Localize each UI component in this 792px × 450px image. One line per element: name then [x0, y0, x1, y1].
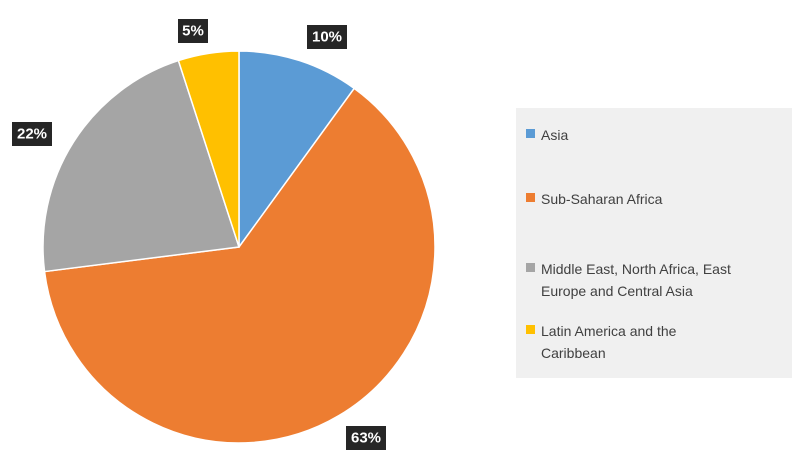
pie-slice-sub-saharan-africa [43, 87, 436, 444]
legend-item-latin-america: Latin America and the Caribbean [526, 320, 741, 364]
legend-label-latin-america: Latin America and the Caribbean [541, 323, 677, 361]
pie-slice-latin-america-and-the-caribbean [177, 50, 240, 248]
data-label-text-latin-america-and-the-caribbean: 5% [182, 23, 204, 40]
legend-swatch-sub-saharan-africa [526, 193, 535, 202]
pie-slice-asia [238, 50, 356, 250]
pie-chart: 10% 63% 22% 5% [12, 19, 436, 450]
pie-slices [42, 50, 436, 444]
data-label-box-latin-america-and-the-caribbean [178, 19, 208, 43]
legend-swatch-middle-east [526, 263, 535, 272]
data-label-text-middle-east-north-africa-east-europe-and-central-asia: 22% [17, 126, 47, 143]
data-label-text-sub-saharan-africa: 63% [351, 430, 381, 447]
data-label-asia: 10% [307, 25, 347, 49]
legend-item-asia: Asia [526, 124, 781, 146]
legend-label-middle-east: Middle East, North Africa, East Europe a… [541, 261, 731, 299]
legend-item-middle-east: Middle East, North Africa, East Europe a… [526, 258, 771, 302]
data-label-text-asia: 10% [312, 29, 342, 46]
data-label-box-sub-saharan-africa [346, 426, 386, 450]
data-label-middle-east-north-africa-east-europe-and-central-asia: 22% [12, 122, 52, 146]
legend-label-asia: Asia [541, 127, 569, 143]
legend-swatch-latin-america [526, 325, 535, 334]
data-label-box-middle-east-north-africa-east-europe-and-central-asia [12, 122, 52, 146]
data-label-latin-america-and-the-caribbean: 5% [178, 19, 208, 43]
data-label-sub-saharan-africa: 63% [346, 426, 386, 450]
legend-swatch-asia [526, 129, 535, 138]
legend-item-sub-saharan-africa: Sub-Saharan Africa [526, 188, 781, 210]
pie-data-labels: 10% 63% 22% 5% [12, 19, 386, 450]
pie-slice-middle-east-north-africa-east-europe-and-central-asia [42, 59, 240, 273]
legend-label-sub-saharan-africa: Sub-Saharan Africa [541, 191, 663, 207]
legend: Asia Sub-Saharan Africa Middle East, Nor… [516, 108, 792, 378]
data-label-box-asia [307, 25, 347, 49]
